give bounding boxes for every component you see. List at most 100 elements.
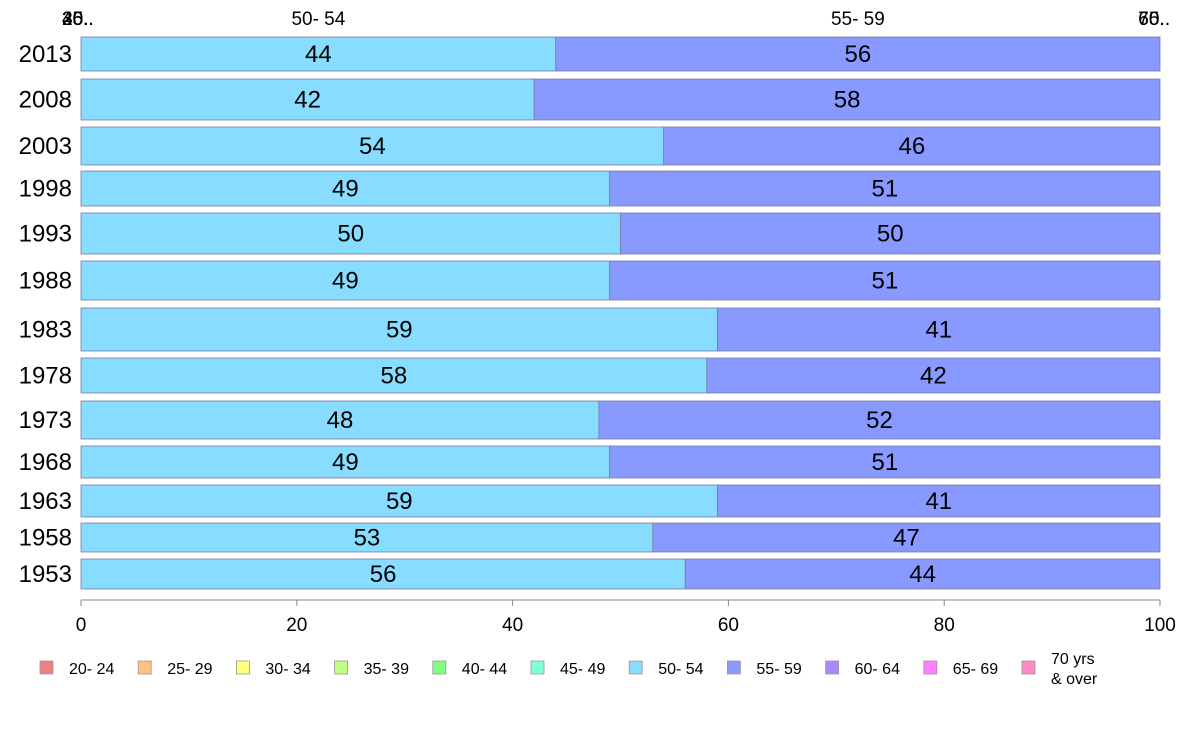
bar-1963-series-6 xyxy=(80,484,719,518)
bar-1958-series-6 xyxy=(80,522,654,553)
data-label-1953-series-6: 56 xyxy=(370,561,397,588)
category-label-2003: 2003 xyxy=(19,133,72,160)
legend-swatch-3 xyxy=(334,660,349,675)
legend-swatch-8 xyxy=(825,660,839,675)
bar-1953-series-7 xyxy=(684,558,1161,590)
top-label-2: 30.. xyxy=(62,9,94,30)
legend-label-10-line-0: 70 yrs xyxy=(1051,651,1095,668)
category-label-1968: 1968 xyxy=(19,449,72,476)
legend-label-3: 35- 39 xyxy=(364,661,409,678)
bar-2013-series-6 xyxy=(80,36,557,72)
data-label-1998-series-7: 51 xyxy=(872,176,899,203)
data-label-1978-series-7: 42 xyxy=(920,363,947,390)
data-label-1963-series-6: 59 xyxy=(386,488,413,515)
x-tick-label-60: 60 xyxy=(718,615,739,636)
data-label-1968-series-6: 49 xyxy=(332,449,359,476)
bar-1983-series-6 xyxy=(80,307,719,352)
legend-swatch-5 xyxy=(530,660,545,675)
legend-swatch-6 xyxy=(628,660,643,675)
data-label-2013-series-6: 44 xyxy=(305,41,332,68)
legend-swatch-4 xyxy=(432,660,447,675)
data-label-2008-series-6: 42 xyxy=(294,87,321,114)
legend-swatch-10 xyxy=(1021,660,1036,675)
bar-1983-series-7 xyxy=(717,307,1161,352)
bars-group: 44 56 42 58 54 46 49 51 50 50 49 51 59 41 58 42 48 52 49 51… xyxy=(80,36,1161,590)
data-label-1973-series-6: 48 xyxy=(327,407,354,434)
legend-label-4: 40- 44 xyxy=(462,661,507,678)
legend-label-9: 65- 69 xyxy=(953,661,998,678)
legend-label-5: 45- 49 xyxy=(560,661,605,678)
data-label-1993-series-7: 50 xyxy=(877,221,904,248)
category-label-2013: 2013 xyxy=(19,41,72,68)
data-label-2008-series-7: 58 xyxy=(834,87,861,114)
data-label-2003-series-7: 46 xyxy=(898,133,925,160)
top-label-3: 35.. xyxy=(62,9,94,30)
bar-2003-series-7 xyxy=(663,126,1161,166)
x-tick-label-100: 100 xyxy=(1144,615,1176,636)
data-label-2013-series-7: 56 xyxy=(845,41,872,68)
data-label-1963-series-7: 41 xyxy=(925,488,952,515)
legend-label-1: 25- 29 xyxy=(167,661,212,678)
x-tick-label-20: 20 xyxy=(286,615,307,636)
category-label-1953: 1953 xyxy=(19,561,72,588)
x-tick-label-40: 40 xyxy=(502,615,523,636)
data-label-1973-series-7: 52 xyxy=(866,407,893,434)
bar-1993-series-6 xyxy=(80,212,621,255)
bar-1998-series-6 xyxy=(80,170,611,207)
bar-1973-series-6 xyxy=(80,400,600,440)
legend-swatch-2 xyxy=(235,660,250,675)
x-tick-label-80: 80 xyxy=(934,615,955,636)
category-label-1963: 1963 xyxy=(19,488,72,515)
legend: 20- 24 25- 29 30- 34 35- 39 40- 44 45- 49 50- … xyxy=(39,651,1098,688)
category-label-2008: 2008 xyxy=(19,87,72,114)
category-label-1958: 1958 xyxy=(19,525,72,552)
category-label-1983: 1983 xyxy=(19,317,72,344)
bar-1973-series-7 xyxy=(598,400,1161,440)
category-label-1988: 1988 xyxy=(19,268,72,295)
data-label-1958-series-6: 53 xyxy=(354,525,381,552)
data-label-1998-series-6: 49 xyxy=(332,176,359,203)
x-axis: 0 20 40 60 80 100 xyxy=(76,599,1176,636)
bar-1988-series-7 xyxy=(609,260,1161,301)
bar-1993-series-7 xyxy=(620,212,1161,255)
top-segment-labels: 20..25..30..35..40..45.. 50- 54 55- 59 60..… xyxy=(62,9,1170,30)
data-label-1983-series-7: 41 xyxy=(925,317,952,344)
legend-label-0: 20- 24 xyxy=(69,661,114,678)
legend-swatch-1 xyxy=(137,660,152,675)
category-label-1998: 1998 xyxy=(19,176,72,203)
bar-2008-series-6 xyxy=(80,78,535,121)
data-label-2003-series-6: 54 xyxy=(359,133,386,160)
category-label-1993: 1993 xyxy=(19,221,72,248)
top-label-10: 70.. xyxy=(1138,9,1170,30)
bar-1978-series-6 xyxy=(80,357,708,394)
data-label-1968-series-7: 51 xyxy=(872,449,899,476)
top-label-5: 45.. xyxy=(62,9,94,30)
bar-1963-series-7 xyxy=(717,484,1161,518)
bar-1968-series-6 xyxy=(80,445,611,479)
bar-2013-series-7 xyxy=(555,36,1161,72)
bar-1998-series-7 xyxy=(609,170,1161,207)
legend-label-2: 30- 34 xyxy=(265,661,310,678)
top-label-9: 65.. xyxy=(1138,9,1170,30)
legend-swatch-7 xyxy=(727,660,741,675)
category-labels: 2013 2008 2003 1998 1993 1988 1983 1978 1973 1968… xyxy=(19,41,72,588)
top-label-8: 60.. xyxy=(1138,9,1170,30)
category-label-1978: 1978 xyxy=(19,363,72,390)
bar-2008-series-7 xyxy=(533,78,1161,121)
x-tick-label-0: 0 xyxy=(76,615,87,636)
bar-1988-series-6 xyxy=(80,260,611,301)
bar-1958-series-7 xyxy=(652,522,1161,553)
data-label-1958-series-7: 47 xyxy=(893,525,920,552)
top-label-6: 50- 54 xyxy=(291,9,345,30)
top-label-1: 25.. xyxy=(62,9,94,30)
legend-swatch-0 xyxy=(39,660,54,675)
legend-label-7: 55- 59 xyxy=(756,661,801,678)
top-label-7: 55- 59 xyxy=(831,9,885,30)
top-label-4: 40.. xyxy=(62,9,94,30)
data-label-1983-series-6: 59 xyxy=(386,317,413,344)
data-label-1978-series-6: 58 xyxy=(381,363,408,390)
data-label-1953-series-7: 44 xyxy=(909,561,936,588)
bar-1968-series-7 xyxy=(609,445,1161,479)
bar-1978-series-7 xyxy=(706,357,1161,394)
